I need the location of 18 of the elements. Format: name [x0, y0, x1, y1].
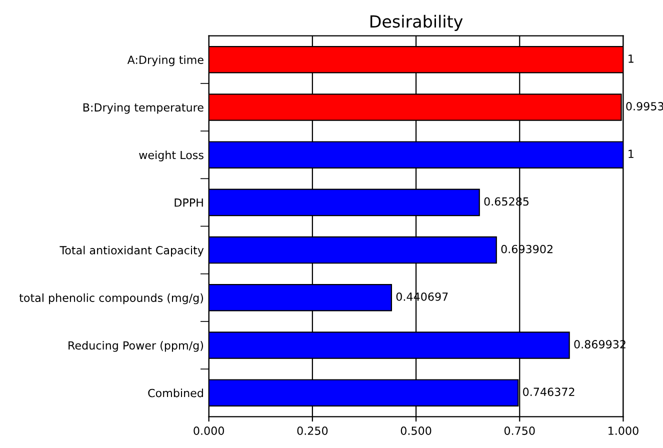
y-tick-label: Total antioxidant Capacity [60, 246, 204, 257]
y-tick-label: total phenolic compounds (mg/g) [19, 293, 204, 304]
y-tick-label: Reducing Power (ppm/g) [68, 341, 204, 352]
x-tick-label: 1.000 [608, 426, 638, 435]
y-tick-label: B:Drying temperature [83, 103, 204, 114]
data-label: 1 [628, 54, 634, 63]
x-tick-label: 0.250 [297, 426, 328, 435]
data-label: 0.746372 [523, 388, 574, 396]
data-label: 0.9953 [626, 102, 663, 110]
chart-title: Desirability [370, 14, 463, 31]
x-tick-label: 0.500 [400, 426, 432, 435]
data-label: 1 [628, 150, 634, 158]
y-tick-label: A:Drying time [127, 55, 204, 66]
x-tick-label: 0.000 [194, 426, 224, 435]
y-tick-label: DPPH [174, 198, 203, 207]
y-tick-label: weight Loss [139, 150, 204, 162]
x-tick-label: 0.750 [504, 426, 535, 435]
y-tick-label: Combined [148, 388, 203, 398]
